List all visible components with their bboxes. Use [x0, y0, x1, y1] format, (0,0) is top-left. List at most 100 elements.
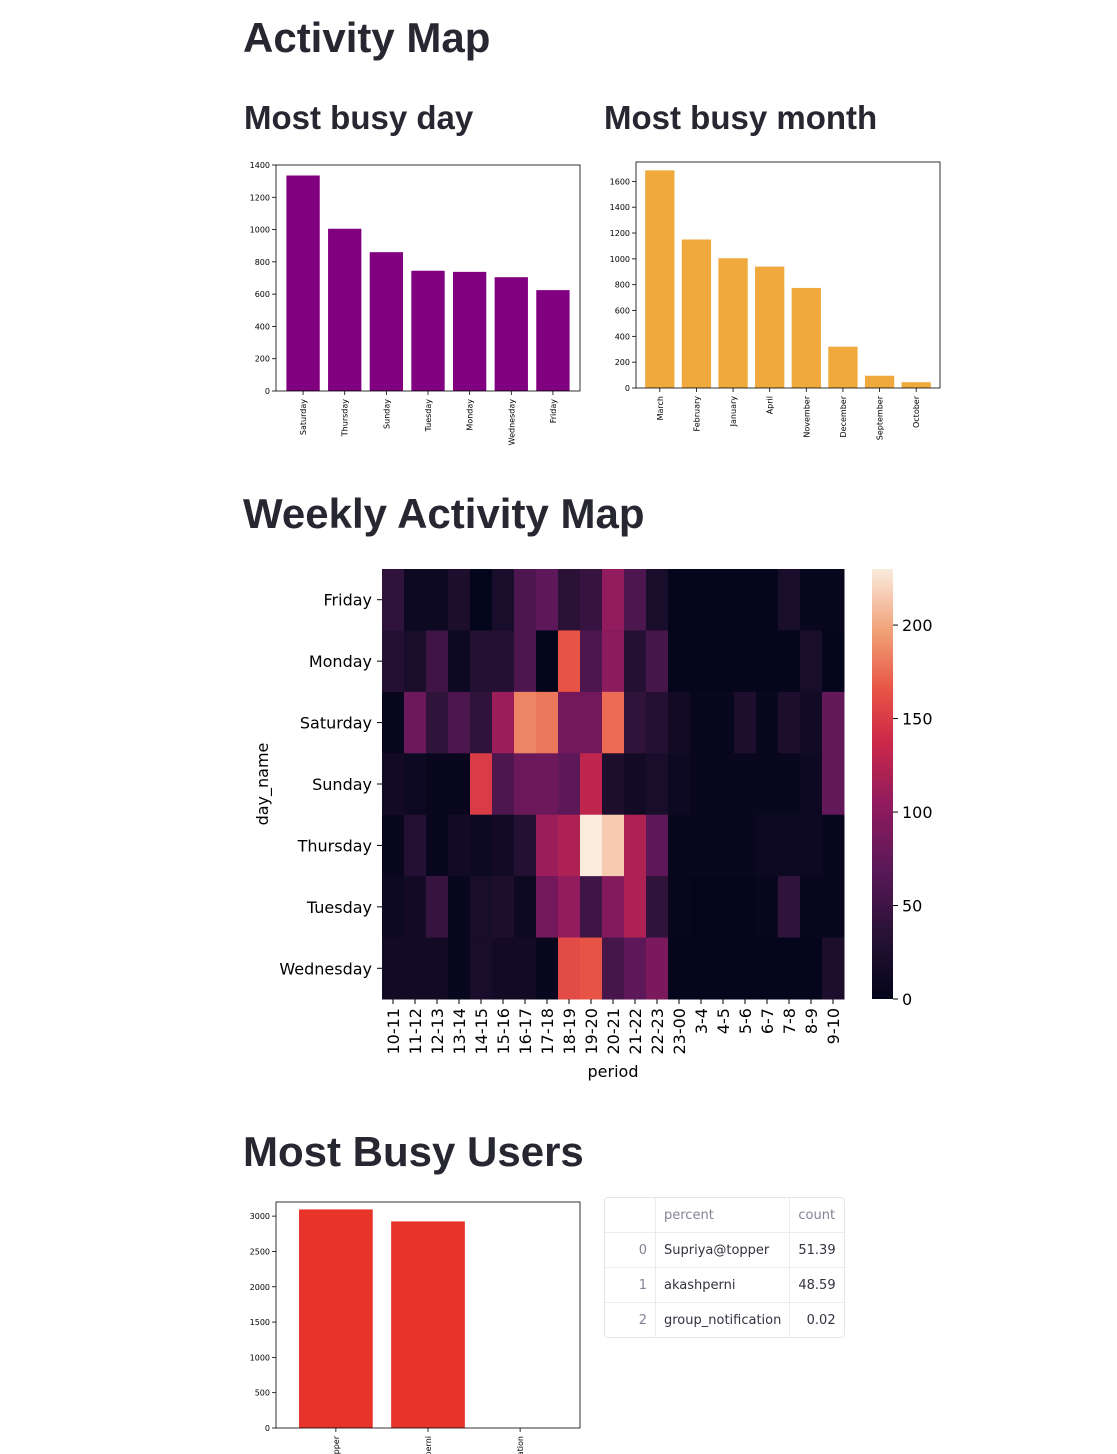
plot-frame [275, 1201, 581, 1429]
heatmap-cell [426, 937, 449, 1000]
heatmap-cell [514, 569, 537, 631]
row-value: 0.02 [806, 1312, 836, 1328]
colorbar-tick-label: 150 [902, 710, 933, 729]
heatmap-cell [536, 876, 559, 939]
bar [828, 346, 858, 388]
y-tick-label: 3000 [250, 1212, 270, 1221]
heatmap-cell [668, 753, 691, 816]
row-name: akashperni [656, 1268, 791, 1303]
y-tick-label: 500 [255, 1389, 270, 1398]
busy-day-chart: 0 200 400 600 800 1000 1200 1400 Saturday Thursda… [250, 161, 581, 445]
heatmap-cell [492, 630, 515, 693]
heatmap-cell [448, 937, 471, 1000]
heatmap-cell [822, 814, 845, 877]
x-tick-label: 18-19 [560, 1008, 579, 1055]
x-tick-label: December [839, 395, 848, 437]
colorbar [872, 569, 893, 999]
heatmap-cell [734, 569, 757, 631]
heatmap-cell [602, 814, 625, 877]
x-tick-label: 6-7 [758, 1008, 777, 1034]
heatmap-cell [624, 691, 647, 754]
bar [718, 258, 748, 388]
heatmap-cell [690, 753, 713, 816]
heatmap-cell [404, 630, 427, 693]
heatmap-cell [800, 630, 823, 693]
heatmap-cell [734, 630, 757, 693]
heatmap-cell [558, 814, 581, 877]
bar [681, 239, 712, 388]
x-tick-label: November [802, 395, 811, 437]
heatmap-cell [800, 691, 823, 754]
heatmap-cell [404, 814, 427, 877]
heatmap-cell [646, 753, 669, 816]
colorbar-tick-label: 50 [902, 897, 922, 916]
x-tick-label: 23-00 [670, 1008, 689, 1055]
y-tick-label: 200 [255, 355, 270, 364]
heatmap-cell [800, 753, 823, 816]
table-header-count: count [790, 1198, 844, 1233]
heatmap-cell [514, 691, 537, 754]
x-tick-label: Thursday [341, 399, 350, 437]
row-name: group_notification [656, 1303, 791, 1337]
heatmap-cell [690, 876, 713, 939]
plot-frame [275, 164, 581, 392]
colorbar-tick-label: 100 [902, 803, 933, 822]
heatmap-cell [470, 691, 493, 754]
y-tick-label: 1200 [250, 193, 270, 202]
row-value: 51.39 [790, 1233, 844, 1268]
heatmap-cell [756, 753, 779, 816]
bar [755, 266, 785, 388]
heatmap-cell [822, 876, 845, 939]
heatmap-cell [734, 691, 757, 754]
heatmap-cell [448, 691, 471, 754]
heatmap-cell [470, 569, 493, 631]
x-tick-label: 19-20 [582, 1008, 601, 1055]
y-tick-label: 1600 [610, 177, 630, 186]
heatmap-cell [382, 937, 405, 1000]
heatmap-cell [756, 937, 779, 1000]
bar [645, 170, 675, 388]
bar [286, 175, 320, 391]
heatmap-cell [646, 876, 669, 939]
heatmap-cell [822, 569, 845, 631]
heatmap-cell [646, 937, 669, 1000]
heatmap-cell [668, 630, 691, 693]
heatmap-cell [558, 753, 581, 816]
heatmap-cell [448, 753, 471, 816]
heatmap-cell [624, 876, 647, 939]
y-tick-label: 0 [625, 384, 630, 393]
heatmap-cell [492, 691, 515, 754]
table-header-index [605, 1198, 656, 1233]
heatmap-cell [580, 876, 603, 939]
plot-frame [635, 161, 941, 389]
heatmap-cell [492, 876, 515, 939]
heatmap-cell [734, 814, 757, 877]
heatmap-cell [536, 630, 559, 693]
busy-month-heading: Most busy month [604, 99, 878, 136]
heatmap-cell [470, 876, 493, 939]
heatmap-cell [668, 691, 691, 754]
bar [536, 290, 570, 391]
colorbar-tick-label: 0 [902, 990, 912, 1009]
bar [299, 1209, 373, 1428]
y-tick-label: 400 [255, 322, 270, 331]
heatmap-cell [690, 569, 713, 631]
y-tick-label: 1000 [250, 1353, 270, 1362]
y-tick-label: 400 [615, 332, 630, 341]
heatmap-cell [492, 937, 515, 1000]
x-tick-label: 8-9 [802, 1008, 821, 1034]
x-axis-label: period [588, 1062, 639, 1081]
heatmap-cell [382, 876, 405, 939]
heatmap-cell [404, 569, 427, 631]
y-tick-label: 200 [615, 358, 630, 367]
heatmap-cell [712, 937, 735, 1000]
x-tick-label: March [656, 396, 665, 420]
x-tick-label: 22-23 [648, 1008, 667, 1055]
y-tick-label: 2500 [250, 1247, 270, 1256]
heatmap-cell [756, 876, 779, 939]
heatmap-cell [646, 814, 669, 877]
heatmap-cell [580, 691, 603, 754]
heatmap-cell [712, 814, 735, 877]
y-tick-label: 1200 [610, 229, 630, 238]
heatmap-cell [624, 569, 647, 631]
